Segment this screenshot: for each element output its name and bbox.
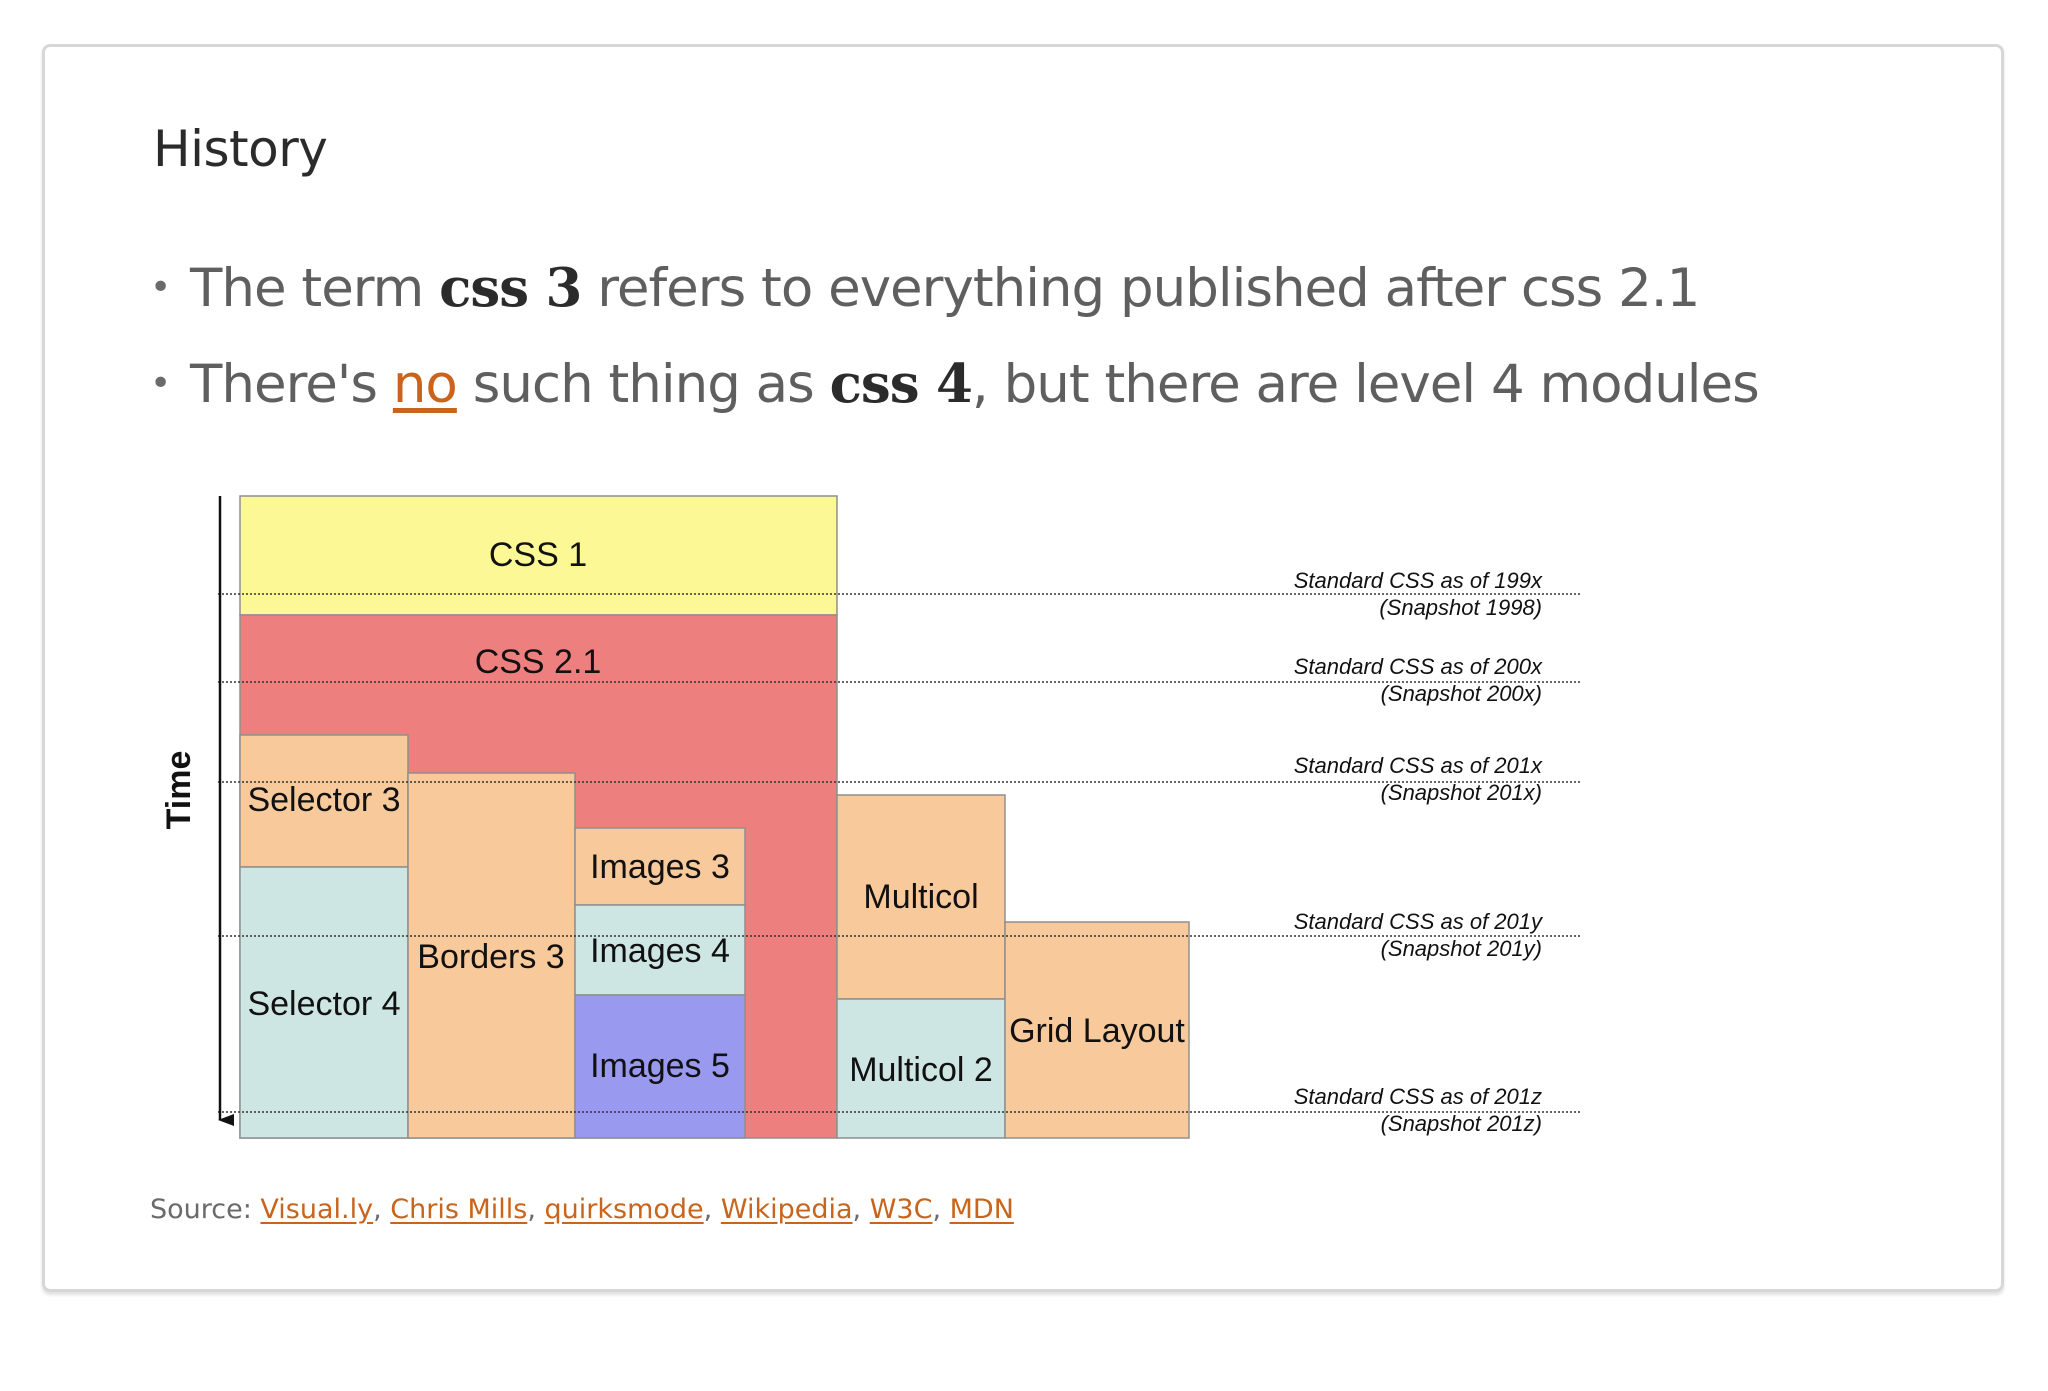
snapshot-label: Standard CSS as of 201y <box>1294 909 1544 934</box>
snapshot-label: (Snapshot 201z) <box>1381 1111 1542 1136</box>
time-axis-label: Time <box>160 751 198 830</box>
snapshot-label: (Snapshot 200x) <box>1381 681 1542 706</box>
block-label: Multicol <box>863 878 978 916</box>
block-label: Images 4 <box>590 932 730 970</box>
keyword-css4: css 4 <box>829 353 973 415</box>
snapshot-label: (Snapshot 1998) <box>1379 595 1542 620</box>
snapshot-label: (Snapshot 201y) <box>1381 936 1542 961</box>
bullet-item: • There's no such thing as css 4, but th… <box>150 346 1760 442</box>
block-css1 <box>239 495 838 616</box>
bullet-item: • The term css 3 refers to everything pu… <box>150 250 1759 346</box>
separator: , <box>932 1194 950 1225</box>
bullet-dot-icon: • <box>150 363 171 404</box>
css-history-diagram: CSS 1 CSS 2.1 Selector 3 Selector 4 Bord… <box>150 480 1620 1160</box>
block-label: Images 5 <box>590 1047 730 1085</box>
separator: , <box>527 1194 545 1225</box>
slide-title: History <box>153 120 328 178</box>
source-link-w3c[interactable]: W3C <box>869 1194 933 1225</box>
source-line: Source: Visual.ly, Chris Mills, quirksmo… <box>150 1194 1014 1225</box>
block-multicol <box>836 794 1006 1000</box>
block-borders3 <box>407 772 576 1139</box>
snapshot-label: Standard CSS as of 199x <box>1294 568 1543 593</box>
snapshot-label: Standard CSS as of 201z <box>1294 1084 1542 1109</box>
bullet-text: , but there are level 4 modules <box>971 354 1760 415</box>
block-label: CSS 2.1 <box>475 643 602 681</box>
bullet-list: • The term css 3 refers to everything pu… <box>150 250 1760 442</box>
block-selector4 <box>239 866 409 1139</box>
separator: , <box>852 1194 870 1225</box>
block-grid-layout <box>1004 921 1190 1139</box>
snapshot-label: Standard CSS as of 201x <box>1294 753 1543 778</box>
snapshot-label: (Snapshot 201x) <box>1381 780 1542 805</box>
block-label: Borders 3 <box>417 938 564 976</box>
source-label: Source: <box>150 1194 261 1225</box>
block-images4 <box>574 904 746 996</box>
snapshot-label: Standard CSS as of 200x <box>1294 654 1543 679</box>
bullet-dot-icon: • <box>150 267 171 308</box>
separator: , <box>373 1194 391 1225</box>
source-link-wikipedia[interactable]: Wikipedia <box>720 1194 853 1225</box>
bullet-text: such thing as <box>456 354 830 415</box>
block-label: CSS 1 <box>489 536 587 574</box>
source-link-chris-mills[interactable]: Chris Mills <box>390 1194 528 1225</box>
source-link-quirksmode[interactable]: quirksmode <box>544 1194 704 1225</box>
source-link-visually[interactable]: Visual.ly <box>260 1194 374 1225</box>
block-images5 <box>574 994 746 1139</box>
no-link[interactable]: no <box>392 354 458 415</box>
block-label: Selector 4 <box>247 985 400 1023</box>
block-label: Images 3 <box>590 848 730 886</box>
block-selector3 <box>239 734 409 868</box>
bullet-text: There's <box>190 354 393 415</box>
source-link-mdn[interactable]: MDN <box>949 1194 1014 1225</box>
keyword-css3: css 3 <box>439 257 582 319</box>
block-label: Selector 3 <box>247 781 400 819</box>
block-label: Multicol 2 <box>849 1051 993 1089</box>
separator: , <box>703 1194 721 1225</box>
bullet-text: refers to everything published after css… <box>581 258 1700 319</box>
bullet-text: The term <box>190 258 440 319</box>
block-label: Grid Layout <box>1009 1012 1185 1050</box>
